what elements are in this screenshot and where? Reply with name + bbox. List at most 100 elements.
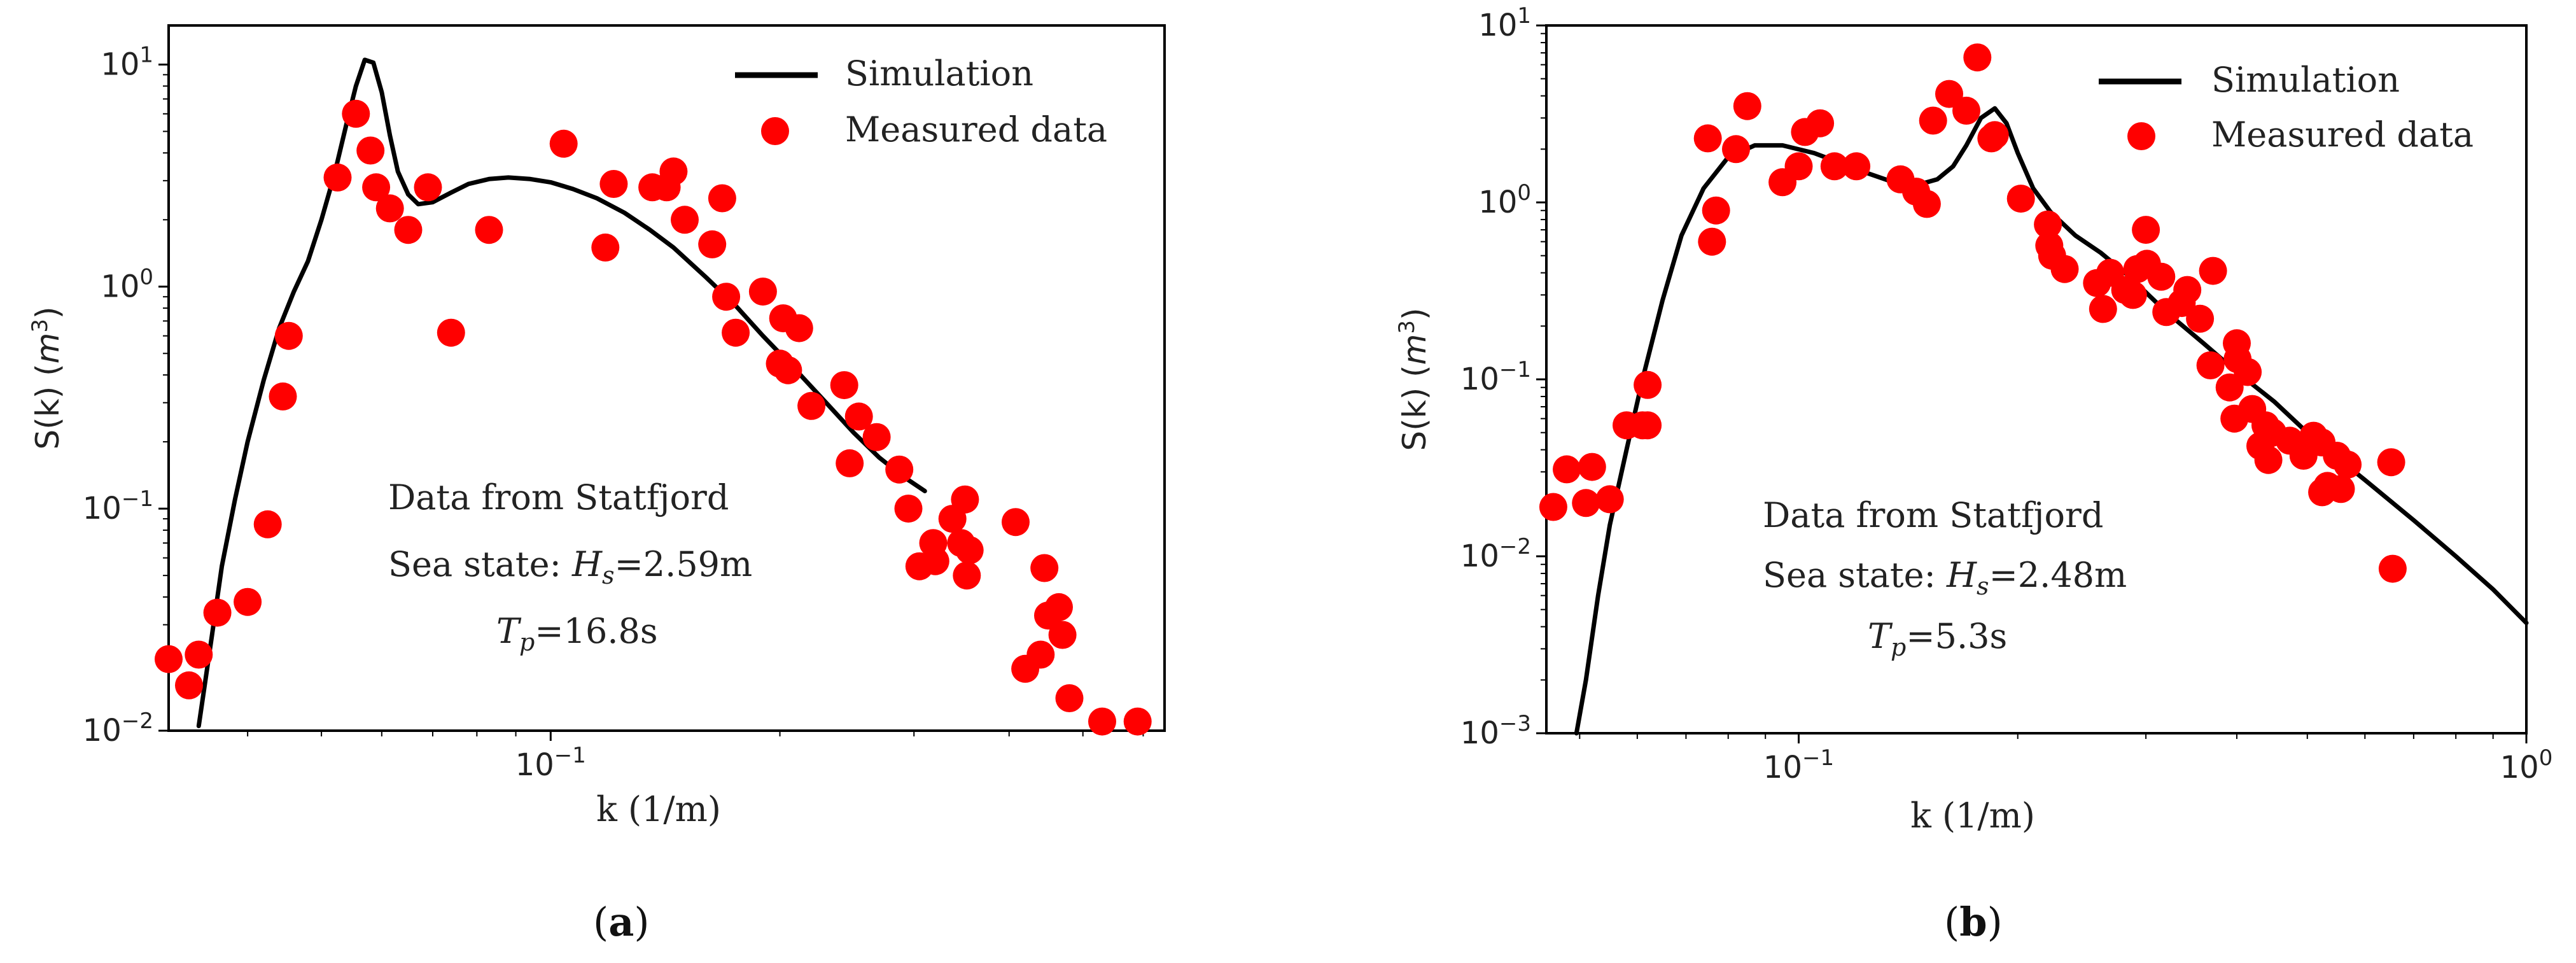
panel-a-measured-point — [722, 318, 750, 347]
panel-a-legend-measured-label: Measured data — [845, 109, 1107, 150]
panel-b-hs-symbol: H — [1936, 555, 1977, 595]
panel-b-tick-labels: 10−1 100 10−3 10−2 10−1 100 101 — [1460, 3, 2553, 785]
panel-a-annotation-source: Data from Statfjord — [388, 477, 729, 517]
panel-b-tp-symbol: T — [1868, 616, 1893, 656]
panel-a-measured-point — [394, 216, 423, 244]
panel-b-measured-point — [1919, 106, 1947, 135]
panel-b-y-tick-label: 101 — [1478, 3, 1531, 43]
panel-a-legend: Simulation Measured data — [735, 53, 1107, 150]
panel-a-measured-point — [375, 194, 404, 223]
panel-a-measured-point — [698, 230, 727, 258]
panel-a-tp-value: =16.8s — [535, 611, 657, 651]
panel-a-annotation: Data from Statfjord Sea state: Hs=2.59m … — [388, 477, 752, 656]
panel-b-y-tick-label: 10−3 — [1460, 711, 1531, 751]
panel-b-measured-point — [2199, 257, 2227, 285]
panel-b-measured-point — [2173, 276, 2202, 304]
panel-a-measured-point — [203, 598, 232, 627]
panel-a-x-tick-label: 10−1 — [515, 743, 586, 783]
panel-b-measured-point — [1702, 196, 1730, 225]
panel-a-measured-point — [748, 278, 777, 306]
panel-a-measured-point — [885, 455, 914, 484]
panel-a-measured-point — [671, 206, 699, 234]
panel-a-measured-point — [1002, 508, 1030, 537]
panel-a-measured-point — [797, 391, 826, 420]
panel-b-legend-simulation-label: Simulation — [2211, 60, 2400, 100]
panel-b-simulation-series — [1574, 106, 2529, 736]
panel-b-measured-point — [1980, 121, 2009, 150]
panel-a-y-tick-label: 100 — [101, 264, 153, 304]
panel-b-annotation-hs: Sea state: Hs=2.48m — [1763, 555, 2127, 600]
panel-b-y-axis-label: S(k) (m3) — [1394, 308, 1433, 451]
panel-a-x-axis-label: k (1/m) — [596, 789, 721, 829]
panel-b-simulation-line — [1574, 106, 2529, 736]
panel-b: 10−1 100 10−3 10−2 10−1 100 101 Simulation Mea… — [1394, 3, 2552, 945]
panel-a-measured-point — [323, 163, 352, 192]
panel-b-measured-point — [1820, 152, 1849, 181]
panel-a-measured-point — [342, 99, 370, 128]
panel-a-measured-point — [414, 173, 442, 202]
panel-a-measured-point — [437, 318, 465, 347]
panel-a-plot-area — [155, 24, 1166, 741]
panel-a-hs-value: =2.59m — [615, 544, 753, 584]
panel-b-measured-point — [1698, 227, 1726, 256]
panel-a-panel-label: (a) — [593, 899, 650, 945]
panel-b-x-tick-label: 10−1 — [1763, 745, 1834, 785]
panel-a-hs-subscript: s — [602, 561, 615, 589]
panel-b-measured-point — [1935, 80, 1963, 108]
panel-b-y-tick-label: 10−2 — [1460, 534, 1531, 574]
panel-a-measured-point — [185, 640, 213, 669]
panel-a-measured-point — [1045, 593, 1073, 621]
panel-b-measured-point — [1572, 489, 1600, 517]
panel-b-measured-point — [1693, 124, 1722, 153]
panel-b-measured-point — [2377, 448, 2405, 477]
panel-b-measured-point — [2196, 351, 2225, 379]
panel-a-measured-point — [1030, 554, 1059, 582]
panel-b-annotation-source: Data from Statfjord — [1763, 495, 2103, 535]
panel-b-measured-point — [2378, 554, 2407, 583]
panel-a-annotation-prefix: Sea state: — [388, 544, 561, 584]
panel-b-measured-point — [1952, 96, 1980, 125]
panel-a-simulation-series — [196, 57, 927, 729]
panel-b-measured-point — [1963, 43, 1992, 72]
panel-b-panel-letter: b — [1959, 899, 1987, 945]
panel-a-measured-point — [836, 449, 864, 477]
panel-b-measured-point — [2327, 475, 2355, 503]
panel-a-measured-point — [549, 129, 578, 158]
panel-a-measured-point — [862, 423, 891, 451]
panel-b-measured-point — [2089, 295, 2117, 323]
panel-a-measured-point — [1123, 707, 1152, 736]
panel-a-measured-point — [356, 136, 385, 165]
panel-a-frame — [167, 24, 1166, 732]
panel-b-legend-marker-swatch — [2127, 122, 2155, 150]
panel-a-annotation-hs: Sea state: Hs=2.59m — [388, 544, 752, 589]
panel-a-measured-point — [894, 495, 923, 523]
panel-b-measured-point — [1634, 411, 1662, 440]
panel-a: 10−1 10−2 10−1 100 101 Simulation Measured d… — [27, 24, 1166, 945]
panel-b-measured-point — [2034, 210, 2062, 239]
panel-a-measured-point — [269, 382, 297, 411]
panel-b-plot-area — [1536, 24, 2529, 743]
panel-b-measured-point — [1722, 135, 1750, 164]
panel-a-measured-point — [234, 587, 262, 616]
panel-a-measured-point — [155, 645, 183, 673]
panel-b-ticks — [1536, 24, 2528, 743]
panel-b-measured-point — [1733, 92, 1761, 120]
panel-a-measured-point — [175, 671, 203, 699]
panel-a-measured-point — [830, 371, 858, 400]
panel-b-hs-subscript: s — [1977, 572, 1989, 600]
panel-b-tp-subscript: p — [1891, 633, 1906, 661]
panel-b-measured-series — [1539, 43, 2407, 583]
panel-a-y-tick-label: 10−1 — [83, 486, 153, 526]
panel-b-measured-point — [1539, 493, 1567, 521]
panel-a-legend-marker-swatch — [761, 117, 789, 145]
panel-b-measured-point — [2334, 450, 2362, 479]
panel-a-tick-labels: 10−1 10−2 10−1 100 101 — [83, 42, 586, 783]
panel-a-measured-point — [951, 485, 979, 514]
panel-a-hs-symbol: H — [561, 544, 603, 584]
panel-b-measured-point — [1578, 453, 1606, 481]
panel-a-y-axis-label: S(k) (m3) — [27, 307, 66, 450]
panel-b-measured-point — [2254, 446, 2283, 474]
panel-a-annotation-tp: Tp=16.8s — [496, 611, 658, 656]
panel-a-measured-point — [955, 536, 984, 565]
